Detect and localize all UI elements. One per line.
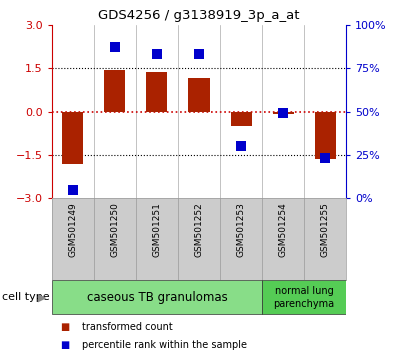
Text: GSM501252: GSM501252: [195, 202, 203, 257]
Text: ■: ■: [60, 340, 69, 350]
Text: GSM501249: GSM501249: [68, 202, 77, 257]
Point: [154, 51, 160, 57]
Point: [238, 143, 244, 149]
Bar: [146, 73, 168, 112]
Text: GSM501253: GSM501253: [236, 202, 246, 257]
Bar: [189, 78, 209, 112]
Bar: [262, 280, 346, 314]
Text: ■: ■: [60, 322, 69, 332]
Point: [70, 187, 76, 193]
Bar: [273, 112, 294, 114]
Text: caseous TB granulomas: caseous TB granulomas: [86, 291, 227, 304]
Text: GSM501251: GSM501251: [152, 202, 162, 257]
Bar: [104, 70, 125, 112]
Text: percentile rank within the sample: percentile rank within the sample: [82, 340, 247, 350]
Point: [112, 45, 118, 50]
Text: ▶: ▶: [37, 292, 46, 302]
Point: [322, 155, 328, 161]
Text: GSM501255: GSM501255: [321, 202, 330, 257]
Bar: [230, 112, 252, 126]
Text: GDS4256 / g3138919_3p_a_at: GDS4256 / g3138919_3p_a_at: [98, 9, 300, 22]
Text: GSM501254: GSM501254: [279, 202, 288, 257]
Bar: [315, 112, 336, 159]
Bar: [62, 112, 83, 164]
Point: [280, 110, 286, 116]
Text: transformed count: transformed count: [82, 322, 172, 332]
Point: [196, 51, 202, 57]
Bar: [52, 280, 262, 314]
Text: normal lung
parenchyma: normal lung parenchyma: [273, 286, 335, 309]
Text: cell type: cell type: [2, 292, 50, 302]
Text: GSM501250: GSM501250: [110, 202, 119, 257]
